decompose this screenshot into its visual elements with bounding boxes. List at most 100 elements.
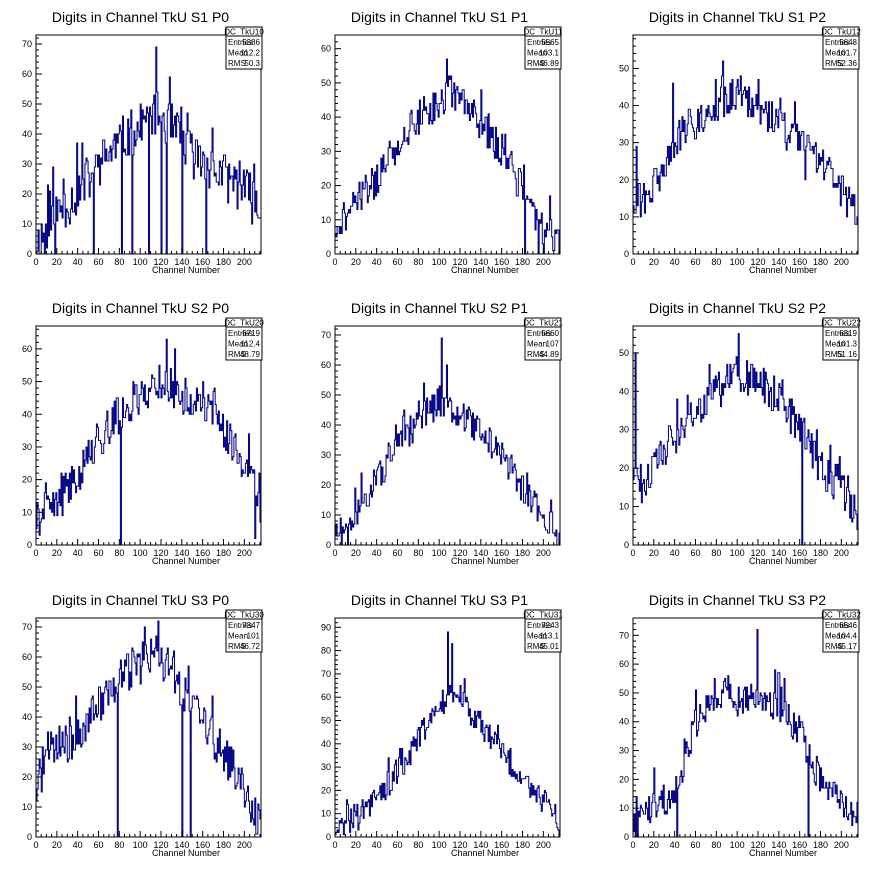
x-tick-label: 60 [392,548,402,558]
stats-label: Mean [527,49,547,58]
stats-value: 44.89 [539,350,560,359]
x-tick-label: 140 [174,548,189,558]
stats-label: Mean [527,340,547,349]
stats-value: 45.01 [539,642,560,651]
stats-value: 101.3 [837,340,858,349]
chart-title: Digits in Channel TkU S2 P1 [351,300,528,316]
x-tick-label: 60 [93,257,103,267]
histogram-panel-7: Digits in Channel TkU S3 P0 0 20 40 60 80 100 1… [0,583,298,874]
x-tick-label: 200 [536,548,551,558]
x-tick-label: 100 [432,257,447,267]
plot-frame [334,617,561,838]
x-tick-label: 40 [372,257,382,267]
y-tick-label: 60 [321,360,331,370]
histogram-series [36,46,262,255]
chart-title: Digits in Channel TkU S3 P2 [649,592,826,608]
histogram-panel-6: Digits in Channel TkU S2 P2 0 20 40 60 80 100 1… [597,291,895,582]
y-tick-label: 30 [321,146,331,156]
y-tick-label: 40 [321,739,331,749]
stats-value: 112.2 [241,49,261,58]
x-tick-label: 40 [73,257,83,267]
y-tick-label: 30 [22,742,32,752]
x-tick-label: 200 [834,257,849,267]
y-tick-label: 10 [22,507,32,517]
x-tick-label: 80 [413,840,423,850]
histogram-panel-3: Digits in Channel TkU S1 P2 0 20 40 60 80 100 1… [597,0,895,291]
x-tick-label: 40 [73,840,83,850]
x-tick-label: 120 [750,548,765,558]
stats-label: Entries [825,38,850,47]
y-tick-label: 50 [619,348,629,358]
x-tick-label: 120 [153,840,168,850]
stats-label: Mean [825,632,845,641]
x-tick-label: 200 [536,840,551,850]
y-tick-label: 50 [22,99,32,109]
stats-value: 7243 [541,621,559,630]
y-tick-label: 40 [619,386,629,396]
y-tick-label: 10 [321,510,331,520]
x-tick-label: 60 [690,548,700,558]
x-tick-label: 40 [372,548,382,558]
y-tick-label: 40 [22,712,32,722]
stats-box-frame [822,26,860,70]
stats-name: DC_TkU12 [821,28,861,37]
y-tick-label: 0 [326,540,331,550]
y-tick-label: 40 [22,409,32,419]
stats-label: RMS [825,350,843,359]
x-tick-label: 0 [33,548,38,558]
x-tick-label: 140 [473,548,488,558]
chart-title: Digits in Channel TkU S1 P0 [52,9,229,25]
stats-name: DC_TkU20 [224,319,264,328]
stats-box-frame [822,317,860,361]
x-axis-title: Channel Number [749,848,817,858]
y-tick-label: 20 [22,772,32,782]
y-tick-label: 0 [624,249,629,259]
histogram-panel-8: Digits in Channel TkU S3 P1 0 20 40 60 80 100 1… [299,583,597,874]
y-tick-label: 60 [619,659,629,669]
x-tick-label: 180 [515,257,530,267]
stats-value: 5660 [541,329,559,338]
stats-name: DC_TkU21 [523,319,563,328]
stats-label: Entries [825,329,850,338]
stats-label: RMS [228,642,246,651]
y-tick-label: 50 [321,78,331,88]
x-tick-label: 140 [174,257,189,267]
histogram-svg: Digits in Channel TkU S1 P10 20 40 60 80 100 1… [321,9,563,275]
x-tick-label: 20 [52,548,62,558]
x-tick-label: 120 [750,257,765,267]
x-tick-label: 140 [473,840,488,850]
stats-value: 101.7 [837,49,858,58]
plot-frame [334,325,561,546]
x-tick-label: 60 [392,257,402,267]
stats-label: Mean [527,632,547,641]
x-tick-label: 100 [432,840,447,850]
x-tick-label: 140 [771,840,786,850]
x-tick-label: 160 [792,257,807,267]
histogram-svg: Digits in Channel TkU S2 P20 20 40 60 80 100 1… [619,300,861,566]
y-tick-label: 0 [27,832,32,842]
x-tick-label: 160 [195,548,210,558]
x-tick-label: 120 [452,257,467,267]
stats-box-frame [225,609,263,653]
x-tick-label: 180 [515,840,530,850]
x-tick-label: 80 [413,257,423,267]
x-tick-label: 40 [372,840,382,850]
stats-label: Mean [228,632,248,641]
x-tick-label: 0 [630,548,635,558]
stats-value: 5565 [541,38,559,47]
stats-value: 107 [546,340,560,349]
x-tick-label: 100 [133,548,148,558]
x-tick-label: 200 [237,548,252,558]
x-tick-label: 120 [452,840,467,850]
y-tick-label: 70 [22,622,32,632]
stats-value: 113.1 [540,632,560,641]
x-tick-label: 140 [473,257,488,267]
y-tick-label: 20 [321,181,331,191]
x-tick-label: 160 [195,257,210,267]
histogram-series [35,620,262,838]
stats-value: 51.16 [837,350,858,359]
